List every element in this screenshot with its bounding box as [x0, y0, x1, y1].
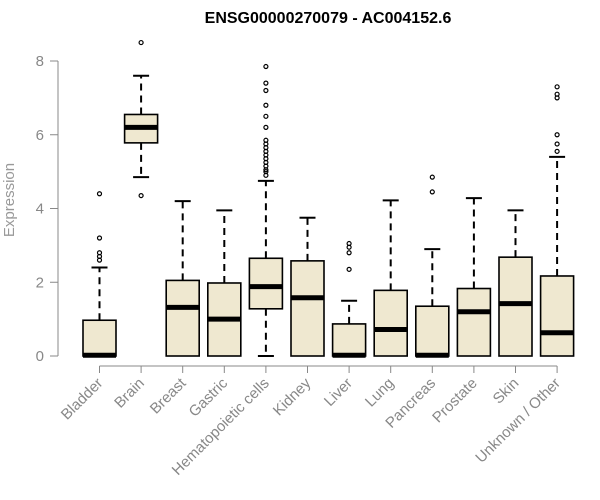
outlier-point	[263, 102, 269, 108]
x-tick-label: Lung	[362, 375, 398, 411]
box-iqr	[248, 257, 284, 310]
outlier-point	[346, 240, 352, 247]
outlier-point	[96, 235, 103, 241]
outlier-point	[554, 91, 560, 97]
outlier-point	[263, 87, 269, 94]
x-tick-label: Kidney	[270, 374, 315, 419]
box-iqr	[456, 287, 492, 357]
box-group	[498, 209, 533, 357]
box-group	[539, 84, 575, 357]
box-group	[373, 199, 409, 357]
box-iqr	[414, 305, 450, 357]
y-tick-label: 6	[36, 127, 44, 144]
y-axis: 0 2 4 6 8	[36, 53, 59, 365]
x-tick-label: Skin	[490, 375, 523, 408]
box-group	[290, 216, 325, 357]
outlier-point	[263, 80, 269, 86]
outlier-point	[554, 84, 560, 90]
outlier-point	[96, 191, 103, 197]
x-tick-label: Bladder	[58, 375, 107, 424]
outlier-point	[263, 137, 269, 143]
box-group	[456, 197, 492, 357]
y-tick-label: 2	[36, 274, 44, 291]
outlier-point	[96, 250, 103, 256]
box-iqr	[165, 279, 200, 357]
x-tick-label: Prostate	[429, 375, 481, 427]
box-iqr	[331, 323, 367, 357]
outlier-point	[263, 169, 269, 175]
box-group	[123, 39, 159, 199]
outlier-point	[263, 113, 269, 119]
x-tick-label: Brain	[111, 375, 148, 412]
x-tick-label: Breast	[147, 374, 190, 417]
box-series	[82, 39, 575, 358]
box-iqr	[82, 319, 117, 357]
y-tick-label: 8	[36, 53, 44, 70]
box-iqr	[539, 275, 575, 357]
box-iqr	[373, 289, 409, 357]
outlier-point	[554, 132, 560, 138]
box-group	[165, 200, 200, 357]
outlier-point	[263, 124, 269, 130]
x-tick-label: Liver	[321, 375, 356, 410]
outlier-point	[346, 250, 352, 256]
chart-title: ENSG00000270079 - AC004152.6	[205, 10, 452, 27]
box-iqr	[290, 260, 325, 357]
box-iqr	[498, 256, 533, 357]
outlier-point	[138, 192, 144, 199]
outlier-point	[138, 39, 144, 46]
outlier-point	[554, 148, 560, 154]
y-tick-label: 4	[36, 201, 44, 218]
outlier-point	[263, 63, 269, 70]
box-group	[82, 191, 117, 358]
y-axis-label: Expression	[1, 163, 18, 237]
outlier-point	[346, 266, 352, 272]
box-group	[414, 174, 450, 358]
box-group	[207, 209, 242, 357]
outlier-point	[554, 141, 560, 147]
box-group	[248, 63, 284, 357]
outlier-point	[429, 189, 435, 195]
outlier-point	[429, 174, 435, 180]
y-tick-label: 0	[36, 348, 44, 365]
box-group	[331, 240, 367, 358]
